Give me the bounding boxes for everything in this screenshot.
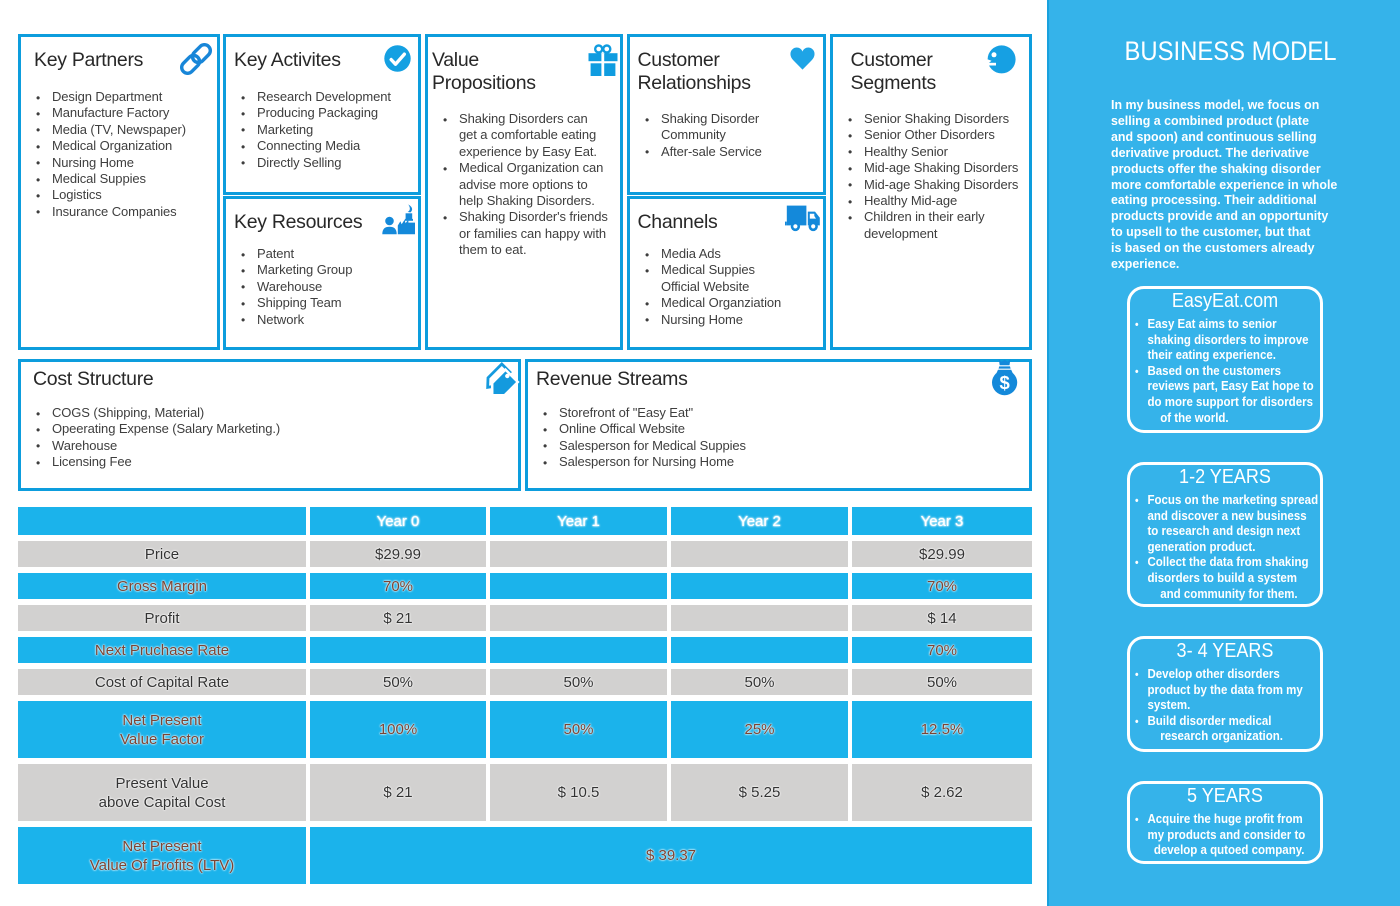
svg-text:$: $	[999, 372, 1010, 393]
